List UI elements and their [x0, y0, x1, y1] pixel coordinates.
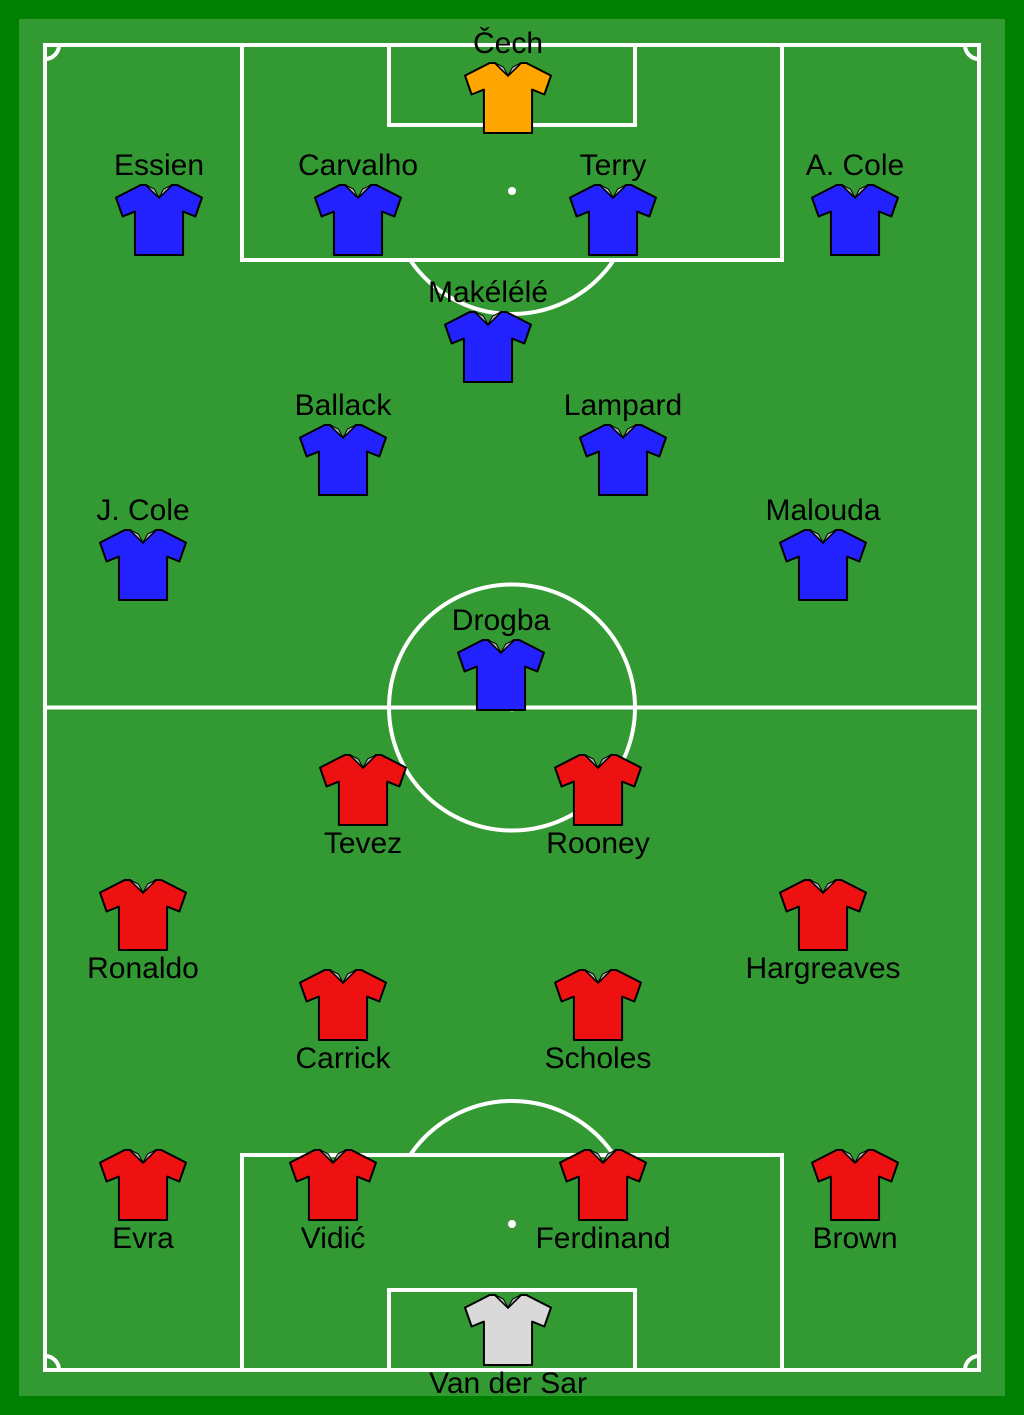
pitch-svg [0, 0, 1024, 1415]
football-formation-diagram: Čech Essien Carvalho Terry A. Cole Makélélé Ba… [0, 0, 1024, 1415]
player-label-ballack: Ballack [295, 389, 392, 423]
player-label-hargreaves: Hargreaves [745, 952, 900, 986]
player-label-acole: A. Cole [806, 149, 904, 183]
player-label-malouda: Malouda [765, 494, 880, 528]
player-label-rooney: Rooney [546, 827, 649, 861]
player-label-carvalho: Carvalho [298, 149, 418, 183]
player-label-carrick: Carrick [296, 1042, 391, 1076]
player-label-terry: Terry [580, 149, 647, 183]
player-label-tevez: Tevez [324, 827, 402, 861]
player-label-essien: Essien [114, 149, 204, 183]
player-label-makelele: Makélélé [428, 276, 548, 310]
player-label-jcole: J. Cole [96, 494, 189, 528]
player-label-drogba: Drogba [452, 604, 550, 638]
player-label-cech: Čech [473, 27, 543, 61]
player-label-lampard: Lampard [564, 389, 682, 423]
player-label-scholes: Scholes [545, 1042, 652, 1076]
player-label-brown: Brown [812, 1222, 897, 1256]
player-label-ferdinand: Ferdinand [535, 1222, 670, 1256]
player-label-ronaldo: Ronaldo [87, 952, 199, 986]
player-label-vds: Van der Sar [429, 1367, 587, 1401]
player-label-evra: Evra [112, 1222, 174, 1256]
player-label-vidic: Vidić [301, 1222, 365, 1256]
